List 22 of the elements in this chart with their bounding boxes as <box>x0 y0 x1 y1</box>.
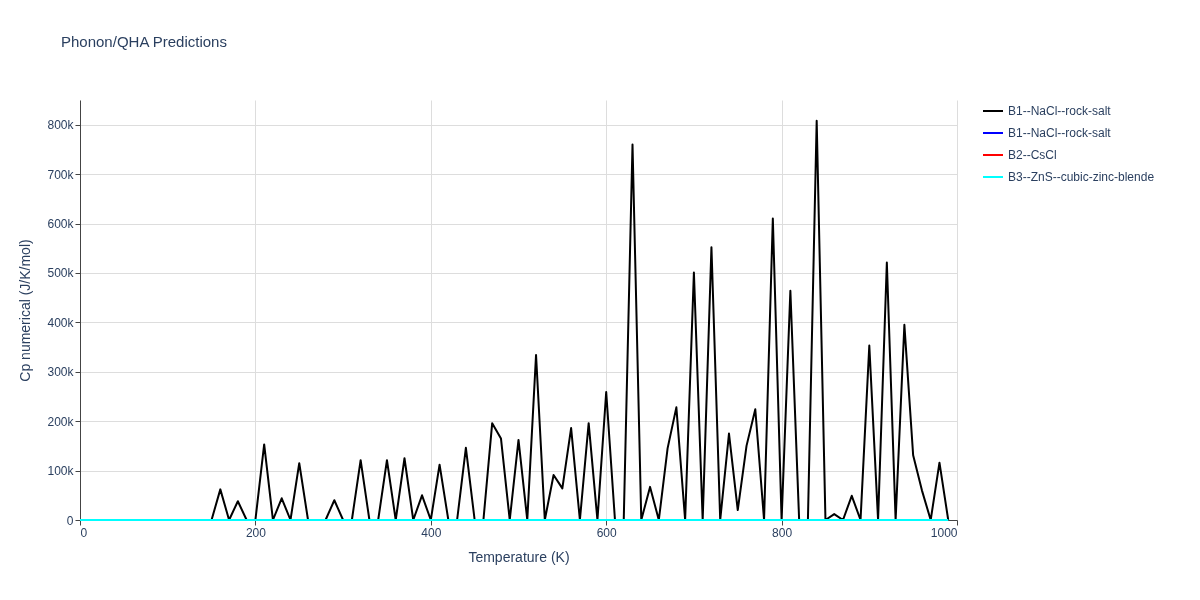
legend-label: B1--NaCl--rock-salt <box>1008 104 1112 118</box>
legend-label: B2--CsCl <box>1008 148 1057 162</box>
y-tick-label: 400k <box>47 315 75 330</box>
x-tick-label: 800 <box>772 525 793 540</box>
x-tick-label: 400 <box>421 525 442 540</box>
y-tick-label: 100k <box>47 464 75 479</box>
x-tick-label: 200 <box>245 525 267 540</box>
y-tick-label: 300k <box>47 365 75 380</box>
y-tick-label: 0 <box>66 513 74 528</box>
x-axis-title: Temperature (K) <box>468 548 570 565</box>
y-tick-label: 200k <box>47 414 75 429</box>
x-tick-label: 0 <box>80 525 88 540</box>
x-tick-label: 600 <box>596 525 618 540</box>
x-tick-label: 1000 <box>930 525 958 540</box>
y-tick-label: 500k <box>47 266 75 281</box>
y-axis-title: Cp numerical (J/K/mol) <box>17 239 34 382</box>
y-tick-label: 600k <box>47 217 75 232</box>
y-tick-label: 700k <box>47 167 75 182</box>
chart-title: Phonon/QHA Predictions <box>61 33 227 50</box>
legend-label: B3--ZnS--cubic-zinc-blende <box>1008 170 1155 184</box>
legend-label: B1--NaCl--rock-salt <box>1008 126 1112 140</box>
y-tick-label: 800k <box>47 118 75 133</box>
